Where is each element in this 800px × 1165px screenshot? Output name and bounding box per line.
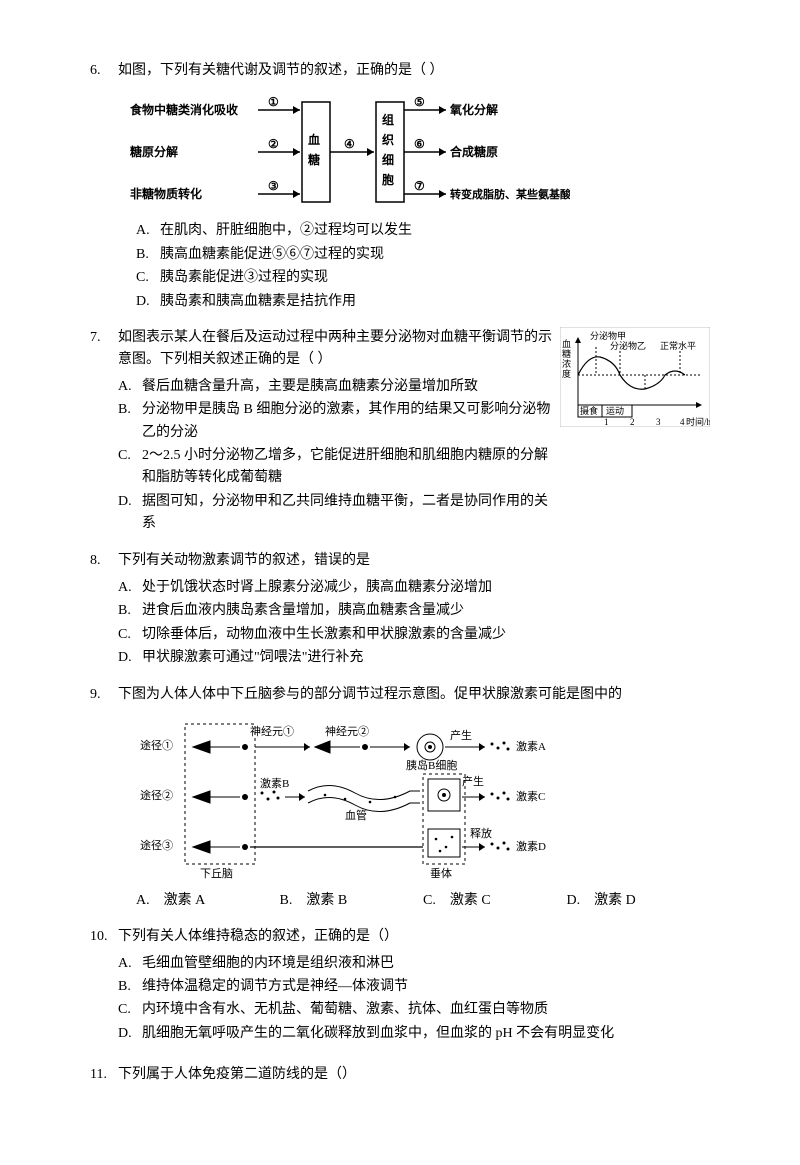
question-9: 9. 下图为人体人体中下丘脑参与的部分调节过程示意图。促甲状腺激素可能是图中的 … <box>90 684 710 912</box>
q11-stem: 下列属于人体免疫第二道防线的是（） <box>118 1064 710 1086</box>
q10-option-c: C.内环境中含有水、无机盐、葡萄糖、激素、抗体、血红蛋白等物质 <box>118 999 710 1021</box>
q9-release: 释放 <box>470 826 492 840</box>
q6-num-5: ⑤ <box>414 95 425 109</box>
q6-right-label-1: 氧化分解 <box>449 102 498 117</box>
q6-box-left-2: 糖 <box>308 152 320 167</box>
q6-box-right-4: 胞 <box>382 172 394 187</box>
q6-num-7: ⑦ <box>414 179 425 193</box>
q6-diagram: 食物中糖类消化吸收 糖原分解 非糖物质转化 ① ② ③ 血 糖 <box>130 94 710 214</box>
svg-text:运动: 运动 <box>606 406 624 416</box>
q6-stem: 如图，下列有关糖代谢及调节的叙述，正确的是（ ） <box>118 60 710 82</box>
question-6: 6. 如图，下列有关糖代谢及调节的叙述，正确的是（ ） 食物中糖类消化吸收 糖原… <box>90 60 710 313</box>
q6-option-a: A.在肌肉、肝脏细胞中，②过程均可以发生 <box>136 220 710 242</box>
svg-text:血: 血 <box>562 338 571 349</box>
q7-option-d: D.据图可知，分泌物甲和乙共同维持血糖平衡，二者是协同作用的关系 <box>118 491 554 536</box>
q9-bottom-left: 下丘脑 <box>200 867 233 880</box>
q8-stem: 下列有关动物激素调节的叙述，错误的是 <box>118 550 710 572</box>
svg-text:度: 度 <box>562 368 571 379</box>
q7-option-c: C. 2～2.5 小时分泌物乙增多，它能促进肝细胞和肌细胞内糖原的分解和脂肪等转… <box>118 445 554 490</box>
question-10: 10. 下列有关人体维持稳态的叙述，正确的是（） A.毛细血管壁细胞的内环境是组… <box>90 926 710 1046</box>
q9-hormone-d: 激素D <box>516 839 546 853</box>
q9-route-1: 途径① <box>140 738 173 752</box>
q6-num-3: ③ <box>268 179 279 193</box>
q7-legend-2: 分泌物乙 <box>610 340 646 351</box>
svg-text:4: 4 <box>680 417 685 427</box>
q7-chart: 血 糖 浓 度 分泌物甲 分泌物乙 正常水平 <box>560 327 710 435</box>
q7-number: 7. <box>90 327 118 349</box>
q6-box-right-3: 细 <box>382 152 394 167</box>
q11-number: 11. <box>90 1064 118 1086</box>
q8-option-c: C.切除垂体后，动物血液中生长激素和甲状腺激素的含量减少 <box>118 624 710 646</box>
svg-text:时间/h: 时间/h <box>686 416 710 427</box>
q8-option-a: A.处于饥饿状态时肾上腺素分泌减少，胰高血糖素分泌增加 <box>118 577 710 599</box>
dots-icon <box>261 790 280 800</box>
svg-text:浓: 浓 <box>562 359 571 369</box>
svg-text:1: 1 <box>604 417 609 427</box>
q6-box-right-2: 织 <box>382 132 394 147</box>
q6-left-label-3: 非糖物质转化 <box>130 186 202 201</box>
q9-diagram: 下丘脑 垂体 途径① 途径② 途径③ 神经元① 神经元② <box>130 719 710 884</box>
q9-hormone-b: 激素B <box>260 776 289 790</box>
q10-option-d: D.肌细胞无氧呼吸产生的二氧化碳释放到血浆中，但血浆的 pH 不会有明显变化 <box>118 1023 710 1045</box>
q6-option-d: D.胰岛素和胰高血糖素是拮抗作用 <box>136 291 710 313</box>
q7-legend-3: 正常水平 <box>660 340 696 351</box>
q9-cell: 胰岛B细胞 <box>406 758 457 772</box>
q6-num-4: ④ <box>344 137 355 151</box>
q6-box-right-1: 组 <box>382 112 394 127</box>
q7-option-a: A.餐后血糖含量升高，主要是胰高血糖素分泌量增加所致 <box>118 376 554 398</box>
q6-left-label-2: 糖原分解 <box>130 144 178 159</box>
q7-stem: 如图表示某人在餐后及运动过程中两种主要分泌物对血糖平衡调节的示意图。下列相关叙述… <box>118 327 554 372</box>
q6-right-label-3: 转变成脂肪、某些氨基酸 <box>450 187 570 201</box>
dots-icon <box>491 791 510 800</box>
q8-option-b: B.进食后血液内胰岛素含量增加，胰高血糖素含量减少 <box>118 600 710 622</box>
question-8: 8. 下列有关动物激素调节的叙述，错误的是 A.处于饥饿状态时肾上腺素分泌减少，… <box>90 550 710 670</box>
q9-stem: 下图为人体人体中下丘脑参与的部分调节过程示意图。促甲状腺激素可能是图中的 <box>118 684 710 706</box>
q8-option-d: D.甲状腺激素可通过"饲喂法"进行补充 <box>118 647 710 669</box>
q6-right-label-2: 合成糖原 <box>450 144 498 159</box>
q10-number: 10. <box>90 926 118 948</box>
q6-num-2: ② <box>268 137 279 151</box>
svg-text:糖: 糖 <box>562 348 571 359</box>
q9-vessel: 血管 <box>345 808 367 822</box>
question-7: 血 糖 浓 度 分泌物甲 分泌物乙 正常水平 <box>90 327 710 537</box>
q10-option-b: B.维持体温稳定的调节方式是神经—体液调节 <box>118 976 710 998</box>
q9-number: 9. <box>90 684 118 706</box>
q6-option-b: B.胰高血糖素能促进⑤⑥⑦过程的实现 <box>136 244 710 266</box>
q10-stem: 下列有关人体维持稳态的叙述，正确的是（） <box>118 926 710 948</box>
q9-produce-1: 产生 <box>450 728 472 742</box>
q7-legend-1: 分泌物甲 <box>590 330 626 341</box>
q10-option-a: A.毛细血管壁细胞的内环境是组织液和淋巴 <box>118 953 710 975</box>
q7-option-b: B. 分泌物甲是胰岛 B 细胞分泌的激素，其作用的结果又可影响分泌物乙的分泌 <box>118 399 554 444</box>
q9-route-2: 途径② <box>140 788 173 802</box>
dots-icon <box>491 841 510 850</box>
q6-option-c: C.胰岛素能促进③过程的实现 <box>136 267 710 289</box>
q9-option-b: B. 激素 B <box>280 890 424 912</box>
q9-hormone-c: 激素C <box>516 789 545 803</box>
q6-box-left-1: 血 <box>308 132 320 147</box>
q9-hormone-a: 激素A <box>516 739 546 753</box>
dots-icon <box>491 741 510 750</box>
q9-option-d: D. 激素 D <box>567 890 711 912</box>
q6-number: 6. <box>90 60 118 82</box>
q9-route-3: 途径③ <box>140 838 173 852</box>
q9-option-c: C. 激素 C <box>423 890 567 912</box>
q9-neuron1: 神经元① <box>250 724 294 738</box>
svg-text:2: 2 <box>630 417 635 427</box>
q9-produce-2: 产生 <box>462 774 484 788</box>
svg-text:3: 3 <box>656 417 661 427</box>
q8-number: 8. <box>90 550 118 572</box>
question-11: 11. 下列属于人体免疫第二道防线的是（） <box>90 1064 710 1090</box>
q6-left-label-1: 食物中糖类消化吸收 <box>130 102 238 117</box>
q9-bottom-right: 垂体 <box>430 866 452 880</box>
q6-num-1: ① <box>268 95 279 109</box>
q6-num-6: ⑥ <box>414 137 425 151</box>
q9-neuron2: 神经元② <box>325 724 369 738</box>
q9-option-a: A. 激素 A <box>136 890 280 912</box>
svg-text:摄食: 摄食 <box>580 405 598 416</box>
